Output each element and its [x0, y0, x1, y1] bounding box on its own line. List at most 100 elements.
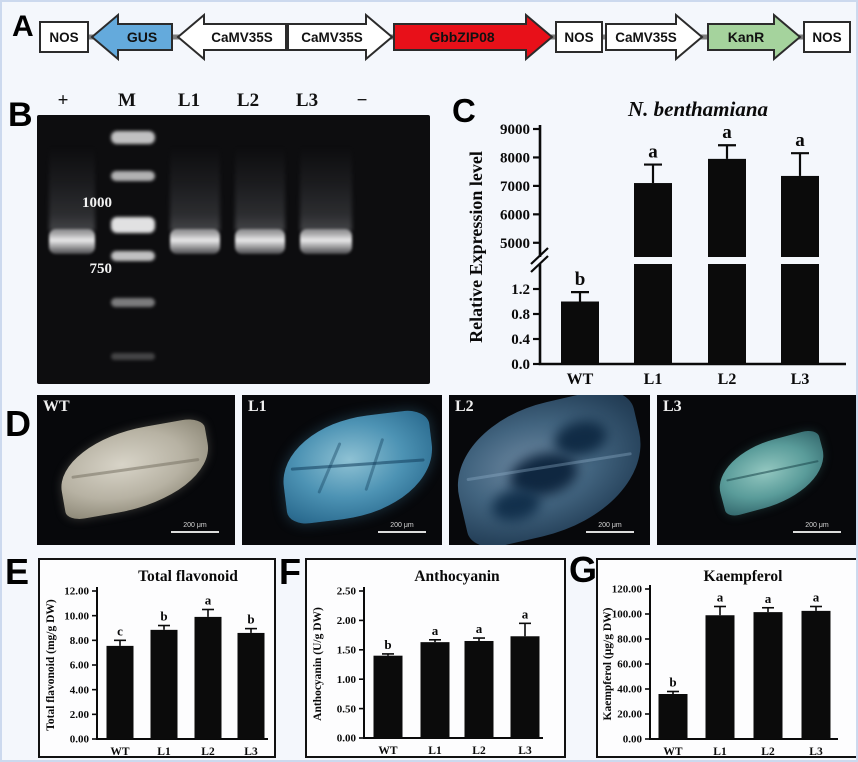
nos-box-label: NOS	[564, 30, 593, 45]
gel-lane-label-l1: L1	[177, 90, 201, 111]
panel-label-d: D	[5, 403, 31, 444]
flavonoid-category-label-WT: WT	[110, 746, 130, 756]
kaempferol-y-tick-label: 60.00	[617, 659, 642, 671]
camv35s-arrow-label: CaMV35S	[211, 30, 273, 45]
expression-y-tick-label: 6000	[500, 207, 530, 223]
gel-ladder-band-750	[111, 251, 155, 261]
gel-image: 1000 750	[37, 115, 430, 384]
construct-element-camv35s-1: CaMV35S	[176, 12, 287, 62]
kaempferol-category-label-L1: L1	[713, 746, 727, 756]
kanr-arrow-label: KanR	[728, 29, 765, 45]
anthocyanin-sig-letter-L1: a	[432, 623, 439, 638]
expression-y-tick-label: 5000	[500, 236, 530, 252]
gbbzip08-arrow-label: GbbZIP08	[429, 29, 495, 45]
flavonoid-y-tick-label: 2.00	[70, 709, 90, 721]
kanr-arrow-right	[707, 12, 802, 62]
gel-smear-positive	[49, 145, 95, 231]
expression-sig-letter-L3: a	[795, 130, 805, 151]
micrograph-l1: L1 200 μm	[242, 395, 442, 545]
expression-bar-L2-lower-segment	[708, 264, 746, 364]
anthocyanin-y-axis-label: Anthocyanin (U/g DW)	[312, 607, 324, 721]
flavonoid-y-tick-label: 6.00	[70, 660, 90, 672]
expression-sig-letter-L2: a	[722, 122, 732, 143]
leaf-vein	[290, 458, 425, 471]
gel-ladder-band	[111, 298, 155, 307]
kaempferol-category-label-WT: WT	[663, 746, 683, 756]
kaempferol-category-label-L3: L3	[809, 746, 823, 756]
flavonoid-y-axis-label: Total flavonoid (mg/g DW)	[45, 599, 57, 731]
expression-chart-panel: 0.0 0.4 0.8 1.2 5000 6000 7000 8000 9000 b WT a L1 a L…	[442, 90, 856, 392]
expression-y-tick-label: 9000	[500, 122, 530, 138]
panel-label-c: C	[452, 92, 476, 129]
flavonoid-category-label-L1: L1	[157, 746, 171, 756]
gel-band-l1	[170, 229, 220, 254]
scale-bar	[171, 531, 219, 533]
camv35s-arrow-left	[176, 12, 287, 62]
gel-band-l2	[235, 229, 285, 254]
gel-ladder-band	[111, 131, 155, 144]
anthocyanin-category-label-L2: L2	[472, 745, 486, 756]
anthocyanin-bar-L3	[510, 636, 540, 738]
panel-label-g: G	[569, 549, 597, 590]
flavonoid-sig-letter-L2: a	[205, 593, 212, 608]
nos-box	[803, 21, 851, 53]
construct-element-nos-2: NOS	[555, 21, 603, 53]
kaempferol-y-tick-label: 120.00	[612, 584, 643, 596]
gene-construct-diagram: NOS GUS CaMV35S CaMV35S GbbZIP08 NOS CaM…	[39, 12, 851, 62]
expression-y-tick-label: 0.4	[511, 332, 530, 348]
gel-lane-label-marker: M	[118, 90, 136, 111]
flavonoid-y-tick-label: 4.00	[70, 684, 90, 696]
leaf-wt	[53, 416, 217, 522]
leaf-vein	[726, 460, 819, 483]
construct-element-gus: GUS	[90, 12, 173, 62]
nos-box-label: NOS	[812, 30, 841, 45]
kaempferol-bar-L3	[801, 610, 831, 739]
expression-y-axis-label: Relative Expression level	[466, 151, 486, 343]
kaempferol-sig-letter-L2: a	[765, 591, 772, 606]
flavonoid-chart-panel: 0.00 2.00 4.00 6.00 8.00 10.00 12.00 c WT b L1 a L2 b…	[38, 558, 276, 758]
anthocyanin-chart: 0.00 0.50 1.00 1.50 2.00 2.50 b WT a L1 a L2 a L3 Anth…	[312, 568, 543, 756]
anthocyanin-sig-letter-WT: b	[384, 637, 391, 652]
gel-ladder-band-1000	[111, 217, 155, 233]
expression-bar-L1	[634, 183, 672, 257]
flavonoid-sig-letter-L3: b	[247, 612, 254, 627]
anthocyanin-title: Anthocyanin	[414, 568, 500, 585]
gel-lane-label-l2: L2	[236, 90, 260, 111]
nos-box	[555, 21, 603, 53]
kaempferol-y-tick-label: 20.00	[617, 709, 642, 721]
panel-label-a: A	[12, 10, 34, 43]
camv35s-arrow-label: CaMV35S	[301, 30, 363, 45]
panel-label-b: B	[8, 96, 33, 134]
panel-label-f: F	[279, 551, 301, 592]
leaf-l3	[710, 427, 834, 519]
micrograph-wt: WT 200 μm	[37, 395, 235, 545]
leaf-l1	[276, 408, 440, 526]
expression-sig-letter-L1: a	[648, 142, 658, 163]
flavonoid-category-label-L2: L2	[201, 746, 215, 756]
anthocyanin-bar-L1	[420, 642, 450, 738]
construct-element-nos-3: NOS	[803, 21, 851, 53]
construct-element-camv35s-2: CaMV35S	[287, 12, 394, 62]
gel-band-positive	[49, 229, 95, 254]
kaempferol-chart: 0.00 20.00 40.00 60.00 80.00 100.00 120.00 b WT a…	[602, 568, 838, 756]
construct-element-nos-1: NOS	[39, 21, 89, 53]
gel-marker-750: 750	[89, 261, 113, 277]
expression-bar-WT	[561, 301, 599, 364]
scale-bar	[586, 531, 634, 533]
gel-ladder-band	[111, 171, 155, 181]
gel-smear-l2	[235, 145, 285, 231]
micrograph-label: L1	[248, 398, 267, 415]
construct-element-gbbzip08: GbbZIP08	[393, 12, 554, 62]
anthocyanin-bar-L2	[464, 640, 494, 738]
expression-category-label-L3: L3	[791, 371, 810, 388]
kaempferol-bar-L1	[705, 615, 735, 739]
expression-y-tick-label: 7000	[500, 179, 530, 195]
micrograph-label: WT	[43, 398, 70, 415]
expression-axis-break-mark	[530, 255, 549, 273]
kaempferol-y-axis-label: Kaempferol (μg/g DW)	[602, 607, 614, 720]
kaempferol-title: Kaempferol	[704, 568, 784, 585]
camv35s-arrow-label: CaMV35S	[615, 30, 677, 45]
construct-element-camv35s-3: CaMV35S	[605, 12, 704, 62]
construct-element-kanr: KanR	[707, 12, 802, 62]
expression-bar-L2	[708, 158, 746, 257]
